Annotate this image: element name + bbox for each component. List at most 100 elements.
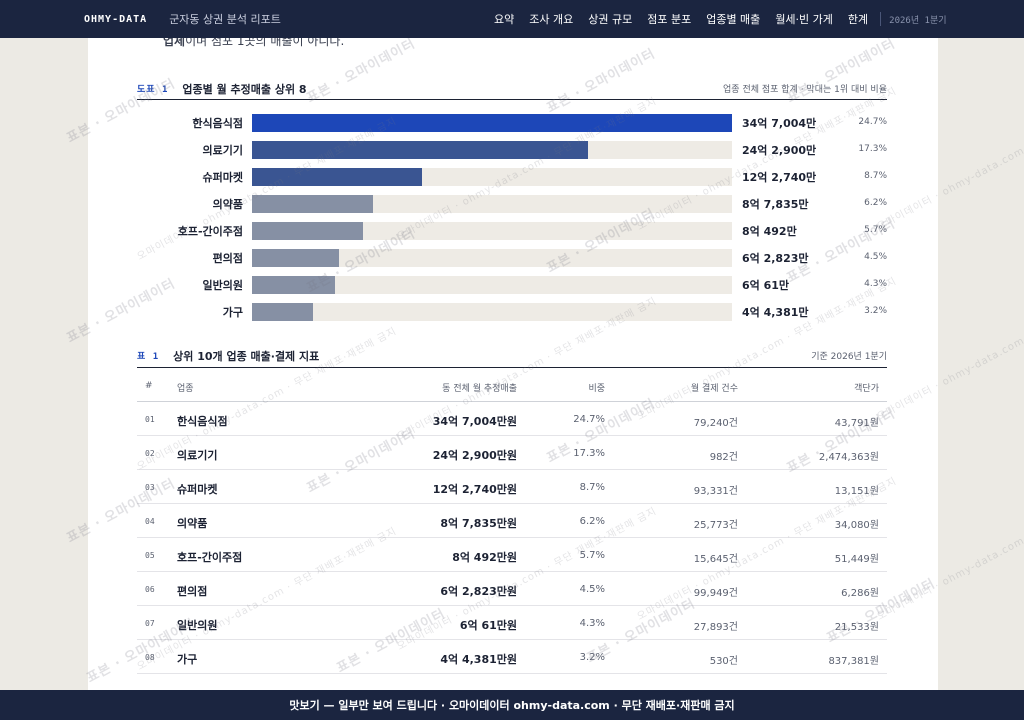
- column-header-share: 비중: [588, 384, 605, 394]
- row-industry: 의약품: [177, 517, 208, 530]
- bar-row: 일반의원 6억 61만 4.3%: [88, 275, 938, 295]
- bar-chart: 한식음식점 34억 7,004만 24.7% 의료기기 24억 2,900만 17.3% 슈…: [88, 110, 938, 325]
- bar-row: 한식음식점 34억 7,004만 24.7%: [88, 113, 938, 133]
- row-average-price: 21,533원: [834, 622, 879, 633]
- row-average-price: 837,381원: [828, 656, 879, 667]
- row-rank: 04: [145, 517, 155, 526]
- bar: [252, 168, 422, 186]
- bar-track: [252, 303, 732, 321]
- row-rank: 07: [145, 619, 155, 628]
- nav-link-limitations[interactable]: 한계: [847, 13, 869, 26]
- row-rank: 02: [145, 449, 155, 458]
- bar: [252, 141, 588, 159]
- figure-note: 업종 전체 점포 합계 · 막대는 1위 대비 비율: [723, 85, 887, 95]
- bar-share-label: 8.7%: [864, 171, 887, 181]
- bar-value-label: 6억 61만: [742, 279, 790, 292]
- row-share: 17.3%: [573, 448, 605, 459]
- bar-share-label: 4.3%: [864, 279, 887, 289]
- preview-banner: 맛보기 — 일부만 보여 드립니다 · 오마이데이터 ohmy-data.com…: [0, 690, 1024, 720]
- table-row: 07 일반의원 6억 61만원 4.3% 27,893건 21,533원: [137, 606, 887, 640]
- bar-track: [252, 114, 732, 132]
- row-share: 8.7%: [579, 482, 605, 493]
- bar-value-label: 6억 2,823만: [742, 252, 809, 265]
- row-share: 3.2%: [579, 652, 605, 663]
- row-sales: 24억 2,900만원: [432, 449, 517, 462]
- row-sales: 34억 7,004만원: [432, 415, 517, 428]
- row-share: 6.2%: [579, 516, 605, 527]
- nav-link-survey-overview[interactable]: 조사 개요: [529, 13, 574, 26]
- nav-links: 요약 조사 개요 상권 규모 점포 분포 업종별 매출 월세·빈 가게 한계 2…: [494, 0, 947, 38]
- bar-category-label: 한식음식점: [192, 117, 243, 130]
- column-header-transactions: 월 결제 건수: [690, 384, 738, 394]
- paragraph-cutoff: 업체이며 점포 1곳의 매출이 아니다.: [163, 38, 345, 48]
- row-sales: 4억 4,381만원: [440, 653, 517, 666]
- row-rank: 03: [145, 483, 155, 492]
- nav-link-market-size[interactable]: 상권 규모: [588, 13, 633, 26]
- row-sales: 8억 492만원: [452, 551, 517, 564]
- bar: [252, 303, 313, 321]
- nav-link-rent-vacancy[interactable]: 월세·빈 가게: [775, 13, 833, 26]
- bar-share-label: 4.5%: [864, 252, 887, 262]
- bar-category-label: 편의점: [212, 252, 243, 265]
- row-average-price: 13,151원: [834, 486, 879, 497]
- figure-caption: 도표 1 업종별 월 추정매출 상위 8 업종 전체 점포 합계 · 막대는 1…: [137, 78, 887, 100]
- row-industry: 한식음식점: [177, 415, 228, 428]
- row-average-price: 6,286원: [841, 588, 879, 599]
- brand-logo[interactable]: OHMY-DATA: [84, 13, 148, 25]
- row-industry: 의료기기: [177, 449, 218, 462]
- row-rank: 05: [145, 551, 155, 560]
- bar-share-label: 5.7%: [864, 225, 887, 235]
- nav-divider: [880, 12, 882, 26]
- table-row: 03 슈퍼마켓 12억 2,740만원 8.7% 93,331건 13,151원: [137, 470, 887, 504]
- metrics-table: # 업종 동 전체 월 추정매출 비중 월 결제 건수 객단가 01 한식음식점 3…: [137, 370, 887, 674]
- bar-category-label: 의약품: [212, 198, 243, 211]
- bar-row: 편의점 6억 2,823만 4.5%: [88, 248, 938, 268]
- table-row: 04 의약품 8억 7,835만원 6.2% 25,773건 34,080원: [137, 504, 887, 538]
- period-label: 2026년 1분기: [889, 15, 947, 26]
- row-transactions: 79,240건: [693, 418, 738, 429]
- table-row: 06 편의점 6억 2,823만원 4.5% 99,949건 6,286원: [137, 572, 887, 606]
- bar-track: [252, 168, 732, 186]
- bar-value-label: 8억 7,835만: [742, 198, 809, 211]
- row-transactions: 99,949건: [693, 588, 738, 599]
- bar-share-label: 3.2%: [864, 306, 887, 316]
- row-share: 4.5%: [579, 584, 605, 595]
- row-transactions: 27,893건: [693, 622, 738, 633]
- bar-share-label: 17.3%: [858, 144, 887, 154]
- row-sales: 6억 2,823만원: [440, 585, 517, 598]
- table-tag: 표 1: [137, 352, 160, 362]
- row-sales: 12억 2,740만원: [432, 483, 517, 496]
- bar-category-label: 가구: [222, 306, 243, 319]
- figure-title: 업종별 월 추정매출 상위 8: [182, 82, 307, 96]
- row-average-price: 43,791원: [834, 418, 879, 429]
- bar-track: [252, 249, 732, 267]
- row-transactions: 93,331건: [693, 486, 738, 497]
- table-row: 05 호프-간이주점 8억 492만원 5.7% 15,645건 51,449원: [137, 538, 887, 572]
- bar-row: 가구 4억 4,381만 3.2%: [88, 302, 938, 322]
- bar: [252, 114, 732, 132]
- top-navigation-bar: OHMY-DATA 군자동 상권 분석 리포트 요약 조사 개요 상권 규모 점…: [0, 0, 1024, 38]
- bar: [252, 222, 363, 240]
- bar-row: 의약품 8억 7,835만 6.2%: [88, 194, 938, 214]
- row-rank: 06: [145, 585, 155, 594]
- row-average-price: 34,080원: [834, 520, 879, 531]
- bar-value-label: 34억 7,004만: [742, 117, 817, 130]
- table-row: 02 의료기기 24억 2,900만원 17.3% 982건 2,474,363원: [137, 436, 887, 470]
- column-header-rank: #: [145, 381, 153, 391]
- row-transactions: 530건: [709, 656, 738, 667]
- nav-link-sales-by-industry[interactable]: 업종별 매출: [706, 13, 761, 26]
- row-industry: 호프-간이주점: [177, 551, 243, 564]
- bar: [252, 276, 335, 294]
- bar: [252, 249, 339, 267]
- row-sales: 6억 61만원: [459, 619, 517, 632]
- bar-value-label: 4억 4,381만: [742, 306, 809, 319]
- nav-link-summary[interactable]: 요약: [494, 13, 515, 26]
- row-average-price: 2,474,363원: [818, 452, 879, 463]
- row-rank: 08: [145, 653, 155, 662]
- table-row: 08 가구 4억 4,381만원 3.2% 530건 837,381원: [137, 640, 887, 674]
- nav-link-store-distribution[interactable]: 점포 분포: [647, 13, 692, 26]
- row-share: 24.7%: [573, 414, 605, 425]
- column-header-industry: 업종: [177, 384, 194, 394]
- preview-banner-text: 맛보기 — 일부만 보여 드립니다 · 오마이데이터 ohmy-data.com…: [289, 699, 735, 712]
- column-header-sales: 동 전체 월 추정매출: [442, 384, 517, 394]
